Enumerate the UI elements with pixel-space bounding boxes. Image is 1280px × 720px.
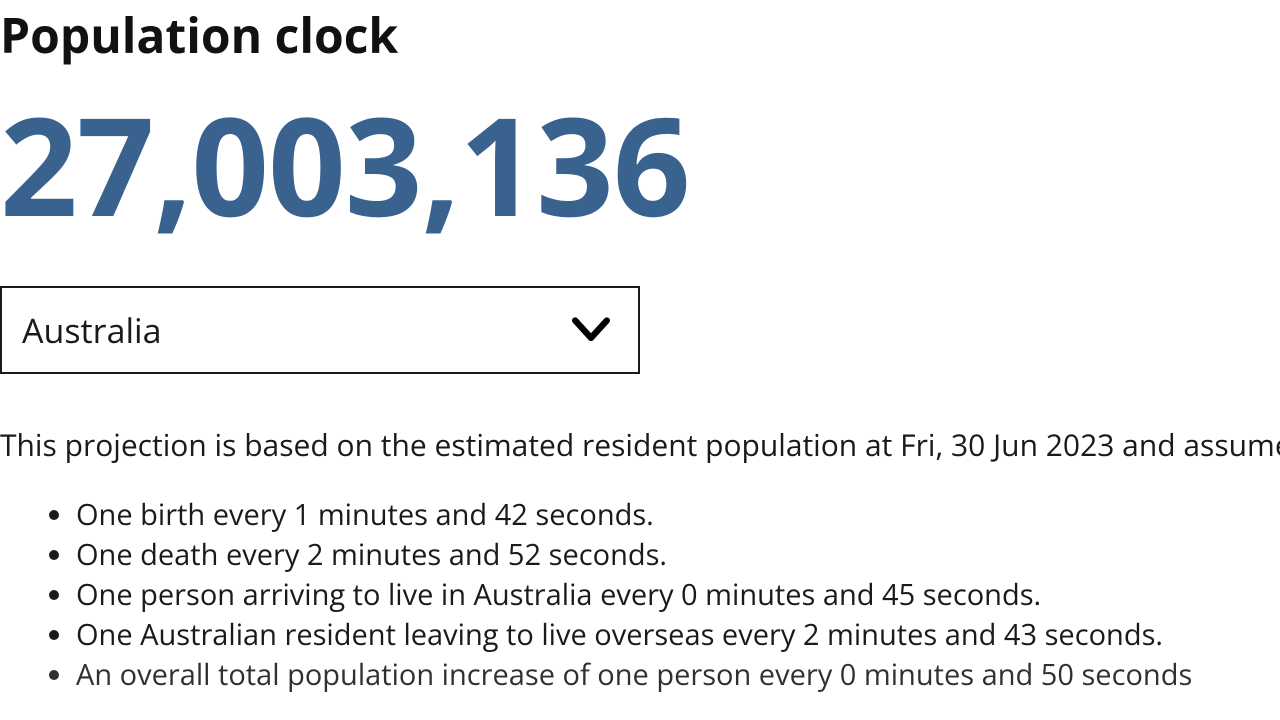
list-item: An overall total population increase of … xyxy=(76,655,1280,695)
chevron-down-icon xyxy=(572,316,610,344)
list-item: One Australian resident leaving to live … xyxy=(76,615,1280,655)
projection-intro-text: This projection is based on the estimate… xyxy=(0,424,1280,465)
list-item: One birth every 1 minutes and 42 seconds… xyxy=(76,495,1280,535)
region-select[interactable]: Australia xyxy=(0,286,640,374)
facts-list: One birth every 1 minutes and 42 seconds… xyxy=(0,495,1280,695)
list-item: One death every 2 minutes and 52 seconds… xyxy=(76,535,1280,575)
region-select-value: Australia xyxy=(22,307,162,353)
population-count: 27,003,136 xyxy=(0,93,1280,236)
population-clock-panel: Population clock 27,003,136 Australia Th… xyxy=(0,10,1280,695)
page-title: Population clock xyxy=(0,10,1280,63)
list-item: One person arriving to live in Australia… xyxy=(76,575,1280,615)
